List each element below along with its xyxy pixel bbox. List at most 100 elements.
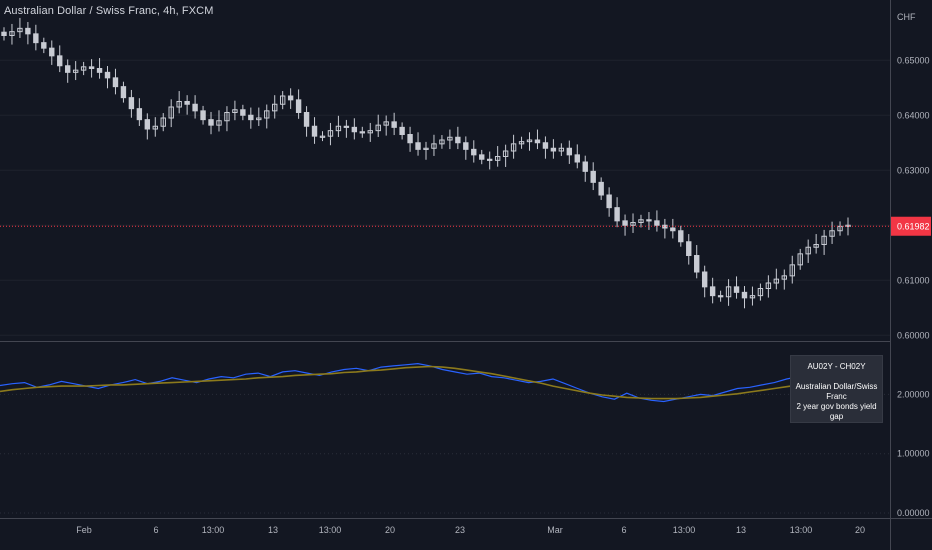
candle-body[interactable] bbox=[630, 222, 636, 226]
candle-body[interactable] bbox=[9, 31, 15, 36]
candle-body[interactable] bbox=[383, 121, 389, 126]
yield-gap-pane[interactable] bbox=[0, 362, 849, 403]
yield-gap-line[interactable] bbox=[0, 362, 849, 403]
candle-body[interactable] bbox=[526, 139, 533, 143]
candle-body[interactable] bbox=[542, 142, 549, 149]
candle-body[interactable] bbox=[64, 65, 71, 73]
candle-body[interactable] bbox=[447, 136, 453, 141]
candle-body[interactable] bbox=[423, 147, 429, 150]
price-candles[interactable] bbox=[1, 17, 851, 309]
candle-body[interactable] bbox=[749, 295, 756, 299]
candle-body[interactable] bbox=[463, 142, 469, 150]
candle-body[interactable] bbox=[781, 275, 788, 280]
candle-body[interactable] bbox=[638, 219, 644, 223]
candle-body[interactable] bbox=[128, 97, 135, 110]
candle-body[interactable] bbox=[821, 235, 827, 245]
candle-body[interactable] bbox=[479, 154, 485, 160]
candle-body[interactable] bbox=[455, 136, 461, 144]
candle-body[interactable] bbox=[486, 158, 493, 161]
candle-body[interactable] bbox=[264, 110, 270, 119]
candle-body[interactable] bbox=[120, 86, 127, 99]
candle-body[interactable] bbox=[144, 119, 151, 130]
candle-body[interactable] bbox=[407, 134, 413, 144]
candle-body[interactable] bbox=[25, 27, 31, 35]
candle-body[interactable] bbox=[327, 130, 334, 137]
candle-body[interactable] bbox=[829, 230, 835, 237]
candle-body[interactable] bbox=[733, 286, 740, 293]
candle-body[interactable] bbox=[558, 147, 565, 152]
candle-body[interactable] bbox=[670, 227, 676, 232]
candle-body[interactable] bbox=[192, 103, 198, 112]
candle-body[interactable] bbox=[359, 131, 366, 134]
candle-body[interactable] bbox=[439, 139, 445, 145]
candle-body[interactable] bbox=[17, 27, 23, 33]
candle-body[interactable] bbox=[678, 230, 684, 243]
yield-gap-average-line[interactable] bbox=[0, 365, 849, 400]
candle-body[interactable] bbox=[534, 139, 541, 144]
candle-body[interactable] bbox=[502, 150, 509, 157]
candle-body[interactable] bbox=[614, 207, 620, 222]
candle-body[interactable] bbox=[694, 255, 700, 273]
candle-body[interactable] bbox=[351, 126, 358, 133]
candle-body[interactable] bbox=[272, 103, 278, 112]
candle-body[interactable] bbox=[566, 147, 573, 156]
candle-body[interactable] bbox=[72, 69, 79, 73]
candle-body[interactable] bbox=[57, 55, 63, 67]
candle-body[interactable] bbox=[399, 126, 405, 135]
candle-body[interactable] bbox=[510, 143, 517, 152]
candle-body[interactable] bbox=[88, 66, 95, 69]
candle-body[interactable] bbox=[343, 125, 350, 128]
candle-body[interactable] bbox=[845, 224, 851, 227]
candle-body[interactable] bbox=[49, 47, 55, 57]
candle-body[interactable] bbox=[256, 117, 262, 121]
candle-body[interactable] bbox=[224, 112, 230, 122]
candle-body[interactable] bbox=[176, 101, 182, 108]
candle-body[interactable] bbox=[550, 147, 557, 152]
candle-body[interactable] bbox=[279, 95, 286, 105]
candle-body[interactable] bbox=[311, 125, 318, 137]
candle-body[interactable] bbox=[41, 42, 47, 49]
candle-body[interactable] bbox=[391, 121, 397, 128]
candle-body[interactable] bbox=[805, 246, 811, 255]
candle-body[interactable] bbox=[112, 77, 119, 88]
candle-body[interactable] bbox=[494, 156, 501, 161]
candle-body[interactable] bbox=[248, 114, 254, 121]
candle-body[interactable] bbox=[686, 241, 692, 256]
candle-body[interactable] bbox=[654, 220, 660, 226]
candle-body[interactable] bbox=[590, 170, 596, 183]
candle-body[interactable] bbox=[319, 135, 326, 138]
candle-body[interactable] bbox=[789, 264, 795, 277]
candle-body[interactable] bbox=[152, 125, 158, 130]
candle-body[interactable] bbox=[598, 181, 604, 196]
candle-body[interactable] bbox=[335, 125, 342, 132]
candle-body[interactable] bbox=[797, 253, 803, 266]
candle-body[interactable] bbox=[168, 106, 174, 119]
lower-pane-axis[interactable]: 2.00000 1.00000 0.00000 bbox=[897, 389, 930, 518]
candle-body[interactable] bbox=[295, 99, 302, 113]
candle-body[interactable] bbox=[725, 286, 732, 298]
candle-body[interactable] bbox=[160, 117, 166, 127]
candle-body[interactable] bbox=[662, 224, 668, 229]
candle-body[interactable] bbox=[80, 66, 87, 71]
candle-body[interactable] bbox=[606, 194, 612, 209]
candle-body[interactable] bbox=[216, 120, 222, 126]
candle-body[interactable] bbox=[646, 219, 652, 222]
candle-body[interactable] bbox=[757, 288, 764, 297]
candle-body[interactable] bbox=[471, 148, 477, 156]
candle-body[interactable] bbox=[240, 109, 246, 116]
candle-body[interactable] bbox=[367, 130, 373, 134]
candle-body[interactable] bbox=[765, 282, 772, 289]
candle-body[interactable] bbox=[184, 101, 190, 105]
candle-body[interactable] bbox=[773, 278, 780, 284]
candle-body[interactable] bbox=[232, 109, 238, 113]
candle-body[interactable] bbox=[136, 108, 143, 121]
candle-body[interactable] bbox=[303, 112, 310, 127]
candle-body[interactable] bbox=[431, 143, 437, 149]
candle-body[interactable] bbox=[96, 68, 103, 73]
candle-body[interactable] bbox=[622, 220, 628, 226]
candle-body[interactable] bbox=[741, 291, 748, 299]
candle-body[interactable] bbox=[518, 141, 525, 145]
candle-body[interactable] bbox=[208, 119, 214, 126]
candle-body[interactable] bbox=[415, 142, 421, 150]
